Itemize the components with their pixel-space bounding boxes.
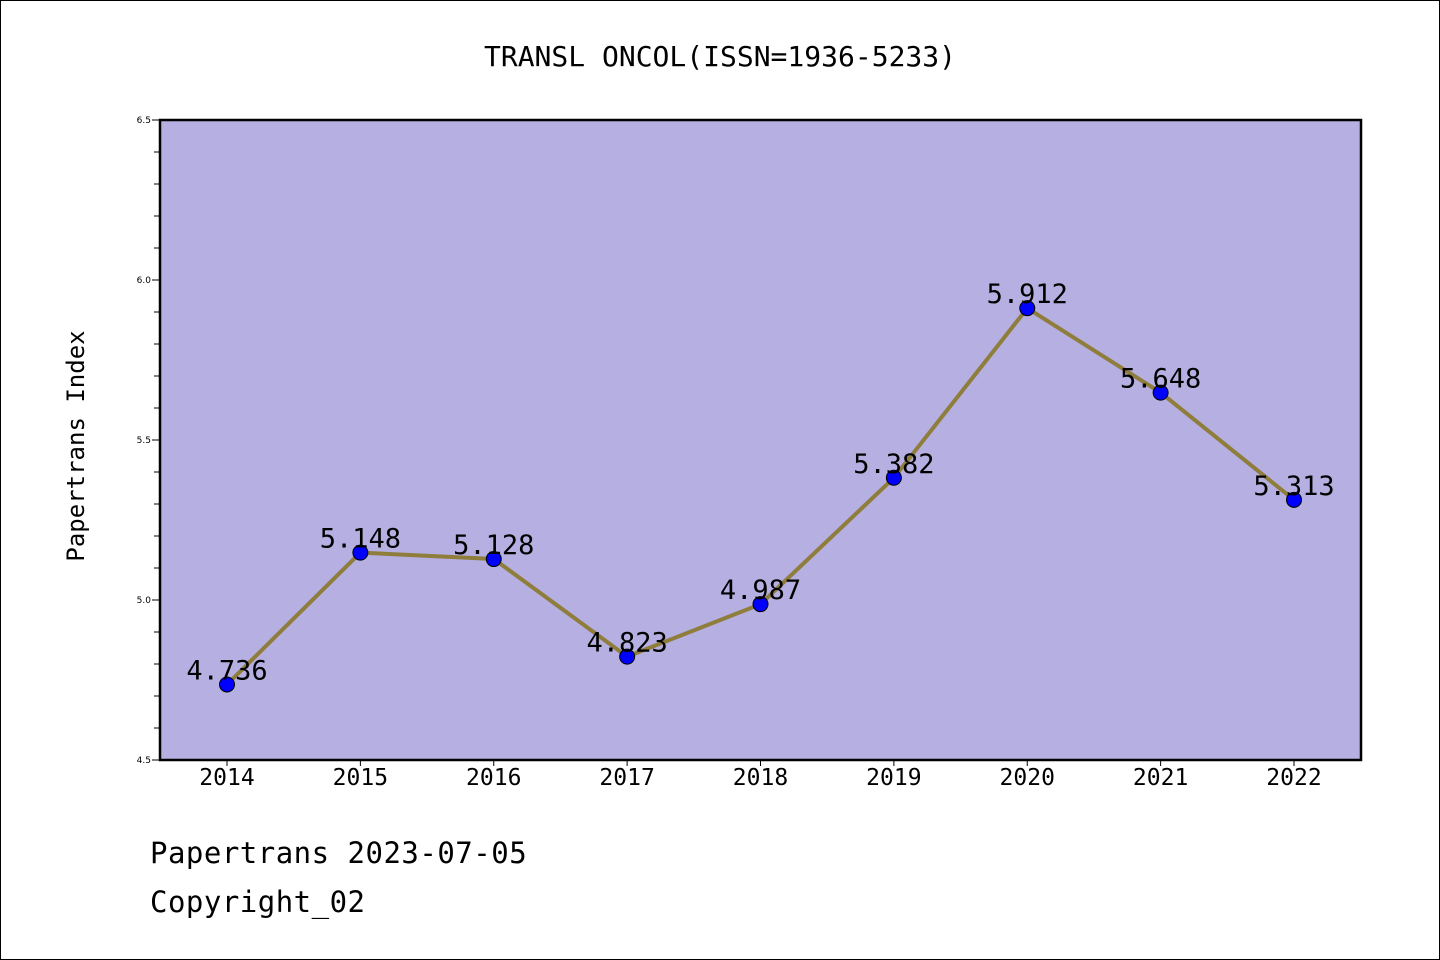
data-label-2016: 5.128 [453,530,534,561]
data-label-2019: 5.382 [853,449,934,480]
data-label-2021: 5.648 [1120,364,1201,395]
series-points-group [219,300,1302,693]
y-tick-label: 4.5 [137,756,151,766]
x-tick-label: 2019 [866,765,921,791]
data-point-2021 [1152,384,1169,401]
x-axis-ticks: 2014 2015 2016 2017 2018 2019 2020 2021 2022 [199,760,1322,791]
y-tick-label: 6.5 [137,116,151,126]
x-tick-label: 2014 [199,765,254,791]
data-point-2015 [352,544,369,561]
data-labels-group: 4.736 5.148 5.128 4.823 4.987 5.382 5.912 5.648… [186,279,1334,686]
y-tick-label: 5.5 [137,436,151,446]
data-label-2015: 5.148 [320,524,401,555]
data-label-2020: 5.912 [987,279,1068,310]
data-label-2022: 5.313 [1253,471,1334,502]
x-tick-label: 2022 [1266,765,1321,791]
x-tick-label: 2020 [1000,765,1055,791]
data-point-2016 [485,551,502,568]
x-tick-label: 2018 [733,765,788,791]
data-label-2017: 4.823 [586,628,667,659]
x-tick-label: 2016 [466,765,521,791]
data-point-2014 [219,676,235,693]
footer-copyright: Copyright_02 [150,885,366,919]
x-tick-label: 2021 [1133,765,1188,791]
chart-title: TRANSL ONCOL(ISSN=1936-5233) [484,40,956,73]
data-point-2020 [1019,300,1036,317]
data-label-2014: 4.736 [186,655,267,686]
data-point-2018 [752,596,769,613]
y-axis-ticks: 4.5 5.0 5.5 6.0 6.5 [137,116,160,766]
x-tick-label: 2015 [333,765,388,791]
footer-date: Papertrans 2023-07-05 [150,836,528,870]
data-point-2017 [619,648,636,665]
y-tick-label: 5.0 [137,596,152,606]
y-axis-label: Papertrans Index [62,330,90,561]
x-tick-label: 2017 [599,765,654,791]
data-label-2018: 4.987 [720,575,801,606]
data-point-2019 [885,469,902,486]
y-tick-label: 6.0 [137,276,152,286]
data-point-2022 [1286,491,1302,508]
plot-area [158,118,1363,762]
